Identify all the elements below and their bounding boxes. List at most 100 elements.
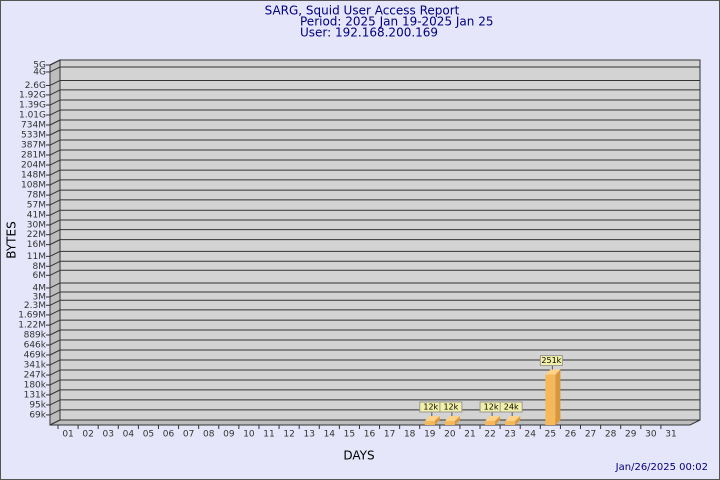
- data-label: 12k: [484, 403, 499, 412]
- bar-side: [434, 416, 440, 425]
- x-tick-label: 23: [504, 430, 515, 440]
- x-tick-label: 22: [484, 430, 495, 440]
- data-label: 251k: [541, 356, 561, 365]
- grid-line: [49, 169, 61, 176]
- grid-line: [49, 269, 61, 276]
- y-tick-label: 341k: [24, 360, 47, 370]
- grid-line: [49, 229, 61, 236]
- grid-line: [49, 260, 61, 267]
- grid-line: [49, 179, 61, 186]
- x-tick-label: 14: [324, 430, 336, 440]
- grid-line: [49, 329, 61, 336]
- grid-line: [49, 80, 61, 86]
- grid-line: [49, 299, 61, 306]
- x-tick-label: 10: [243, 430, 255, 440]
- grid-line: [49, 66, 61, 73]
- y-tick-label: 4M: [33, 283, 47, 293]
- bar: [485, 421, 496, 425]
- x-tick-label: 27: [585, 430, 596, 440]
- y-tick-label: 889k: [24, 331, 47, 341]
- x-tick-label: 03: [103, 430, 114, 440]
- y-tick-label: 6M: [33, 271, 47, 281]
- x-tick-label: 11: [263, 430, 274, 440]
- grid-line: [49, 109, 61, 116]
- grid-line: [49, 409, 61, 416]
- bar-top: [505, 416, 521, 421]
- y-tick-label: 2.6G: [25, 81, 46, 91]
- y-tick-label: 1.22M: [18, 321, 46, 331]
- grid-line: [49, 129, 61, 136]
- bar-side: [555, 369, 561, 425]
- y-tick-label: 180k: [24, 380, 47, 390]
- x-tick-label: 02: [82, 430, 93, 440]
- grid-line: [49, 139, 61, 146]
- y-tick-label: 533M: [21, 131, 46, 141]
- grid-line: [49, 219, 61, 226]
- y-tick-label: 281M: [21, 151, 46, 161]
- grid-line: [49, 399, 61, 406]
- y-tick-label: 30M: [27, 220, 46, 230]
- y-tick-label: 16M: [27, 240, 46, 250]
- x-tick-label: 08: [203, 430, 215, 440]
- grid-line: [49, 369, 61, 376]
- x-tick-label: 04: [123, 430, 135, 440]
- label-box: [499, 401, 523, 413]
- y-tick-label: 204M: [21, 161, 46, 171]
- grid-line: [49, 250, 61, 257]
- x-tick-label: 19: [424, 430, 436, 440]
- x-tick-label: 13: [303, 430, 314, 440]
- x-tick-label: 20: [444, 430, 456, 440]
- grid-line: [49, 189, 61, 196]
- grid-line: [49, 209, 61, 216]
- y-axis-label: BYTES: [5, 221, 19, 258]
- bar: [505, 421, 516, 425]
- bar-side: [454, 416, 460, 425]
- bar-top: [444, 416, 460, 421]
- x-tick-label: 09: [223, 430, 235, 440]
- grid-line: [49, 349, 61, 356]
- grid-line: [49, 379, 61, 386]
- y-tick-label: 3M: [33, 292, 47, 302]
- y-tick-label: 8M: [33, 262, 47, 272]
- x-tick-label: 21: [464, 430, 475, 440]
- y-tick-label: 131k: [24, 390, 47, 400]
- y-tick-label: 11M: [27, 252, 46, 262]
- x-tick-label: 24: [525, 430, 537, 440]
- y-tick-label: 57M: [27, 200, 46, 210]
- bar: [545, 374, 556, 425]
- y-tick-label: 734M: [21, 120, 46, 130]
- x-tick-label: 29: [625, 430, 637, 440]
- y-tick-label: 41M: [27, 211, 46, 221]
- y-tick-label: 108M: [21, 180, 46, 190]
- bar: [424, 421, 435, 425]
- label-box: [439, 401, 463, 413]
- x-tick-label: 25: [545, 430, 556, 440]
- x-tick-label: 07: [183, 430, 194, 440]
- y-tick-label: 22M: [27, 230, 46, 240]
- x-tick-label: 06: [163, 430, 175, 440]
- x-tick-label: 12: [283, 430, 294, 440]
- x-tick-label: 18: [404, 430, 416, 440]
- y-tick-label: 646k: [24, 340, 47, 350]
- y-tick-label: 78M: [27, 191, 46, 201]
- y-tick-label: 1.39G: [19, 101, 46, 111]
- y-tick-label: 2.3M: [24, 301, 46, 311]
- chart-title: SARG, Squid User Access Report: [265, 4, 460, 18]
- x-tick-label: 01: [62, 430, 73, 440]
- grid-line: [49, 339, 61, 346]
- grid-line: [49, 309, 61, 316]
- data-label: 12k: [423, 403, 438, 412]
- y-tick-label: 1.92G: [19, 90, 46, 100]
- y-tick-label: 69k: [29, 410, 46, 420]
- plot-floor: [49, 419, 701, 426]
- y-tick-label: 1.01G: [19, 111, 46, 121]
- grid-line: [49, 89, 61, 96]
- y-tick-label: 95k: [29, 400, 46, 410]
- x-tick-label: 05: [143, 430, 154, 440]
- bar-side: [515, 416, 521, 425]
- x-tick-label: 30: [645, 430, 657, 440]
- x-tick-label: 17: [384, 430, 395, 440]
- grid-line: [49, 359, 61, 366]
- y-tick-label: 4G: [33, 67, 46, 77]
